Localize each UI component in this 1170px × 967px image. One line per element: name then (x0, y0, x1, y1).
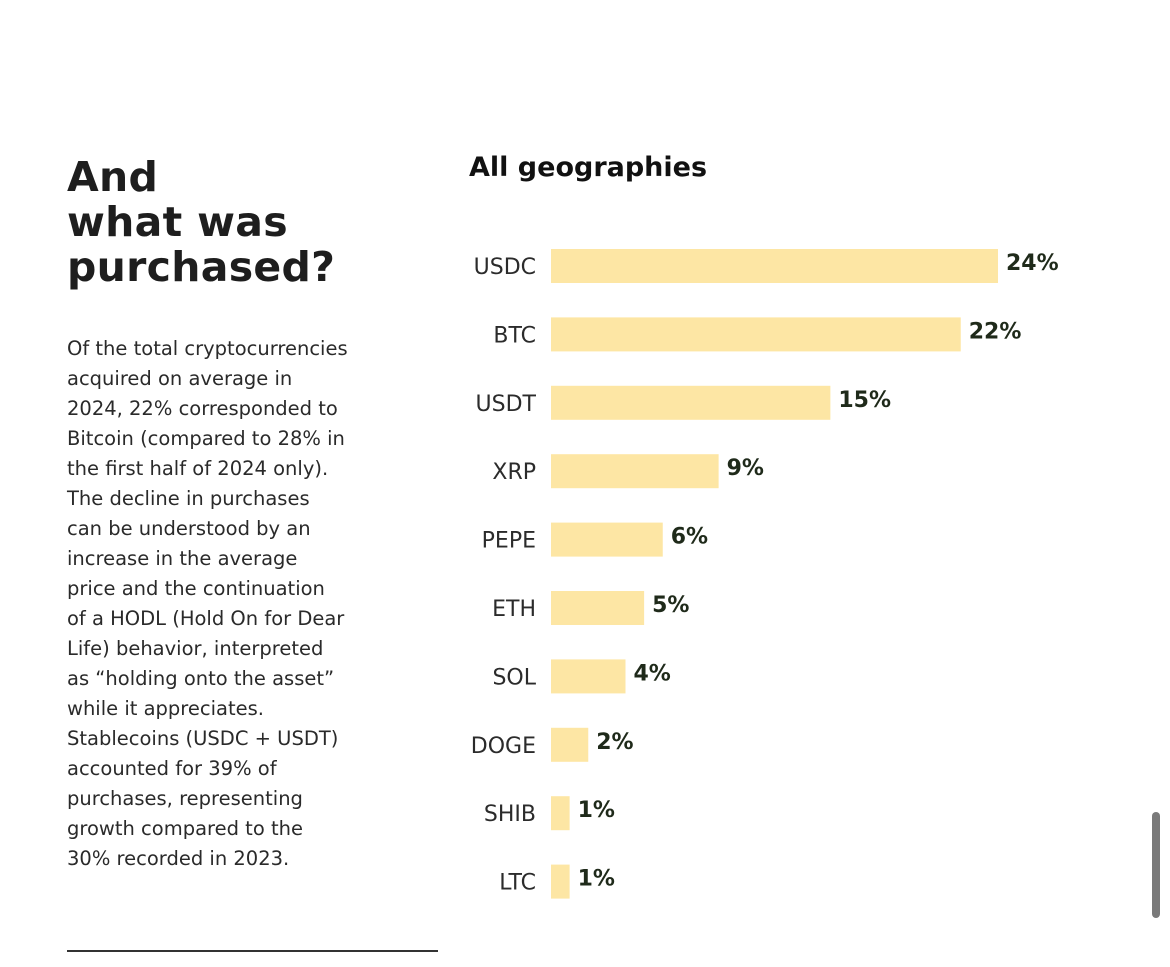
bar-row-btc: BTC 22% (493, 317, 1022, 352)
category-label: DOGE (471, 734, 536, 759)
body-line: as “holding onto the asset” (67, 667, 335, 690)
category-label: SHIB (484, 802, 536, 827)
category-label: PEPE (482, 529, 536, 554)
body-line: Of the total cryptocurrencies (67, 337, 348, 360)
bar-row-ltc: LTC 1% (499, 864, 615, 899)
body-line: purchases, representing (67, 787, 303, 810)
category-label: USDT (476, 392, 537, 417)
body-line: price and the continuation (67, 577, 325, 600)
bar-row-doge: DOGE 2% (471, 727, 634, 762)
value-label: 4% (634, 661, 671, 686)
value-label: 9% (727, 456, 764, 481)
category-label: LTC (499, 871, 536, 896)
body-line: while it appreciates. (67, 697, 264, 720)
category-label: USDC (474, 255, 536, 280)
bar-row-sol: SOL 4% (492, 659, 671, 694)
body-line: growth compared to the (67, 817, 303, 840)
body-line: increase in the average (67, 547, 298, 570)
value-label: 5% (652, 593, 689, 618)
body-line: the first half of 2024 only). (67, 457, 329, 480)
headline: And what was purchased? (67, 155, 407, 290)
bar (551, 796, 570, 831)
body-line: The decline in purchases (67, 487, 310, 510)
body-line: 2024, 22% corresponded to (67, 397, 338, 420)
bar (551, 659, 626, 694)
headline-line: what was (67, 198, 288, 246)
bar-chart: USDC 24% BTC 22% USDT 15% XRP 9% PEPE 6% ETH 5% SOL 4… (471, 249, 1059, 899)
bar (551, 249, 998, 283)
body-line: accounted for 39% of (67, 757, 277, 780)
bar (551, 727, 589, 762)
body-line: 30% recorded in 2023. (67, 847, 290, 870)
category-label: XRP (492, 460, 536, 485)
bar-row-usdc: USDC 24% (474, 249, 1059, 283)
body-line: can be understood by an (67, 517, 311, 540)
bar-row-eth: ETH 5% (492, 591, 689, 625)
bar (551, 454, 719, 489)
headline-line: purchased? (67, 243, 336, 291)
category-label: SOL (492, 665, 536, 690)
bar-row-usdt: USDT 15% (476, 385, 891, 420)
bar (551, 385, 831, 420)
value-label: 1% (578, 867, 615, 892)
value-label: 15% (838, 388, 891, 413)
bar-row-pepe: PEPE 6% (482, 522, 708, 557)
bar (551, 317, 961, 352)
value-label: 22% (969, 319, 1022, 344)
section-divider (67, 950, 438, 952)
body-line: Bitcoin (compared to 28% in (67, 427, 345, 450)
value-label: 24% (1006, 251, 1059, 276)
bar (551, 522, 663, 557)
chart-title: All geographies (469, 152, 708, 183)
bar (551, 864, 570, 899)
body-line: of a HODL (Hold On for Dear (67, 607, 345, 630)
bar (551, 591, 645, 625)
value-label: 6% (671, 525, 708, 550)
body-paragraph: Of the total cryptocurrencies acquired o… (67, 334, 397, 874)
value-label: 2% (596, 730, 633, 755)
category-label: BTC (493, 323, 536, 348)
bar-row-xrp: XRP 9% (492, 454, 764, 489)
body-line: acquired on average in (67, 367, 293, 390)
headline-line: And (67, 153, 159, 201)
body-line: Stablecoins (USDC + USDT) (67, 727, 339, 750)
scrollbar-thumb[interactable] (1152, 812, 1160, 918)
value-label: 1% (578, 798, 615, 823)
body-line: Life) behavior, interpreted (67, 637, 324, 660)
bar-row-shib: SHIB 1% (484, 796, 615, 831)
category-label: ETH (492, 597, 536, 622)
